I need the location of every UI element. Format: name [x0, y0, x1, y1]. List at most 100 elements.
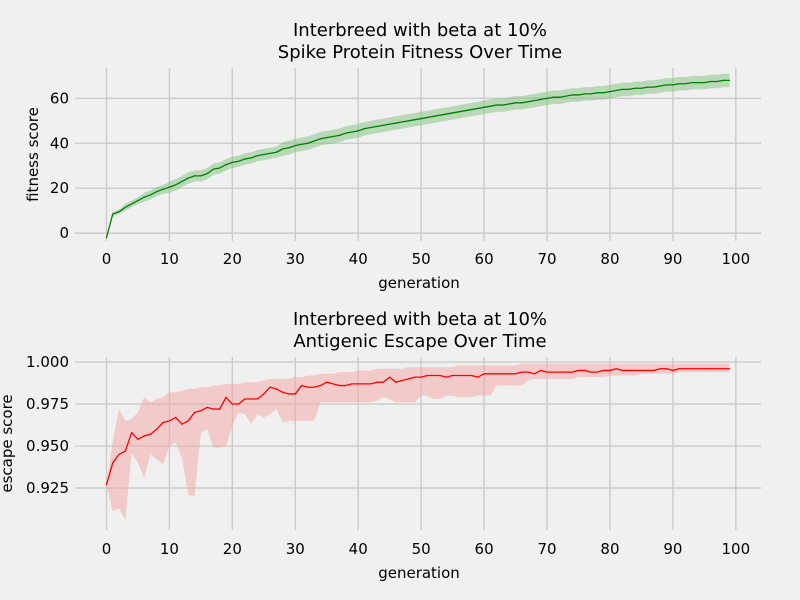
x-tick-label: 90 — [663, 250, 682, 268]
x-tick-label: 30 — [286, 540, 305, 558]
data-point — [590, 93, 592, 95]
data-point — [149, 433, 152, 435]
data-point — [684, 368, 687, 370]
data-point — [603, 369, 605, 372]
data-point — [288, 393, 290, 395]
data-point — [162, 188, 164, 190]
data-point — [200, 410, 202, 412]
data-point — [502, 373, 504, 375]
data-point — [407, 120, 410, 122]
data-point — [659, 85, 661, 87]
data-point — [527, 371, 529, 373]
x-tick-label: 50 — [412, 540, 431, 558]
data-point — [206, 173, 208, 175]
data-point — [483, 373, 485, 375]
data-point — [401, 379, 403, 382]
data-point — [710, 80, 712, 83]
data-point — [458, 111, 460, 113]
data-point — [678, 83, 680, 85]
data-point — [238, 160, 240, 162]
data-point — [395, 381, 397, 383]
data-point — [672, 369, 674, 372]
data-point — [382, 381, 384, 383]
data-point — [521, 102, 523, 104]
data-point — [376, 125, 378, 128]
x-tick-label: 90 — [663, 540, 682, 558]
data-point — [231, 161, 233, 163]
data-point — [452, 374, 454, 377]
data-point — [464, 110, 466, 112]
data-point — [634, 87, 636, 89]
data-point — [684, 83, 687, 85]
data-point — [187, 420, 189, 422]
confidence-band — [106, 363, 730, 520]
data-point — [175, 416, 177, 419]
data-point — [143, 435, 145, 437]
data-point — [477, 107, 479, 110]
data-point — [357, 130, 359, 132]
data-point — [571, 371, 573, 373]
data-point — [640, 369, 643, 372]
data-point — [477, 376, 479, 378]
data-point — [206, 406, 208, 408]
data-point — [244, 158, 246, 160]
data-point — [351, 131, 353, 133]
data-point — [571, 94, 573, 96]
x-tick-label: 70 — [537, 540, 556, 558]
data-point — [332, 383, 334, 385]
data-point — [420, 376, 422, 378]
data-point — [118, 211, 120, 213]
data-point — [307, 386, 309, 388]
data-point — [722, 368, 724, 370]
data-point — [439, 114, 441, 116]
data-point — [628, 88, 630, 90]
data-point — [445, 376, 447, 378]
data-point — [697, 82, 699, 84]
data-point — [300, 143, 303, 145]
x-tick-label: 10 — [160, 540, 179, 558]
data-point — [722, 79, 724, 81]
data-point — [225, 164, 227, 166]
data-point — [596, 371, 598, 373]
data-point — [263, 153, 265, 156]
data-point — [326, 381, 328, 383]
data-point — [370, 126, 372, 129]
data-point — [319, 384, 322, 387]
data-point — [137, 438, 139, 440]
data-point — [156, 190, 158, 193]
chart-title-line-2: Spike Protein Fitness Over Time — [278, 42, 562, 63]
y-tick-label: 20 — [50, 179, 69, 197]
y-tick-label: 0.950 — [26, 437, 69, 455]
data-point — [728, 79, 731, 81]
data-point — [716, 80, 718, 83]
data-point — [470, 374, 473, 377]
data-point — [577, 94, 580, 96]
data-point — [294, 144, 296, 147]
data-point — [313, 140, 315, 142]
series-line — [105, 79, 730, 238]
data-point — [483, 106, 485, 108]
x-tick-label: 80 — [600, 540, 619, 558]
x-tick-label: 20 — [223, 250, 242, 268]
data-point — [124, 450, 126, 452]
data-point — [552, 96, 554, 98]
data-point — [187, 177, 189, 179]
data-point — [256, 398, 259, 400]
data-point — [389, 376, 391, 378]
data-point — [659, 368, 661, 370]
data-point — [609, 90, 611, 93]
data-point — [621, 88, 624, 90]
data-point — [137, 199, 139, 202]
data-point — [489, 373, 491, 375]
x-tick-label: 60 — [475, 250, 494, 268]
data-point — [546, 97, 548, 99]
data-point — [470, 108, 473, 111]
chart-title-line-1: Interbreed with beta at 10% — [293, 309, 547, 330]
data-point — [193, 175, 196, 177]
data-point — [426, 374, 429, 377]
data-point — [615, 89, 617, 92]
data-point — [282, 391, 284, 393]
data-point — [131, 431, 133, 434]
data-point — [596, 92, 598, 94]
data-point — [162, 421, 164, 424]
